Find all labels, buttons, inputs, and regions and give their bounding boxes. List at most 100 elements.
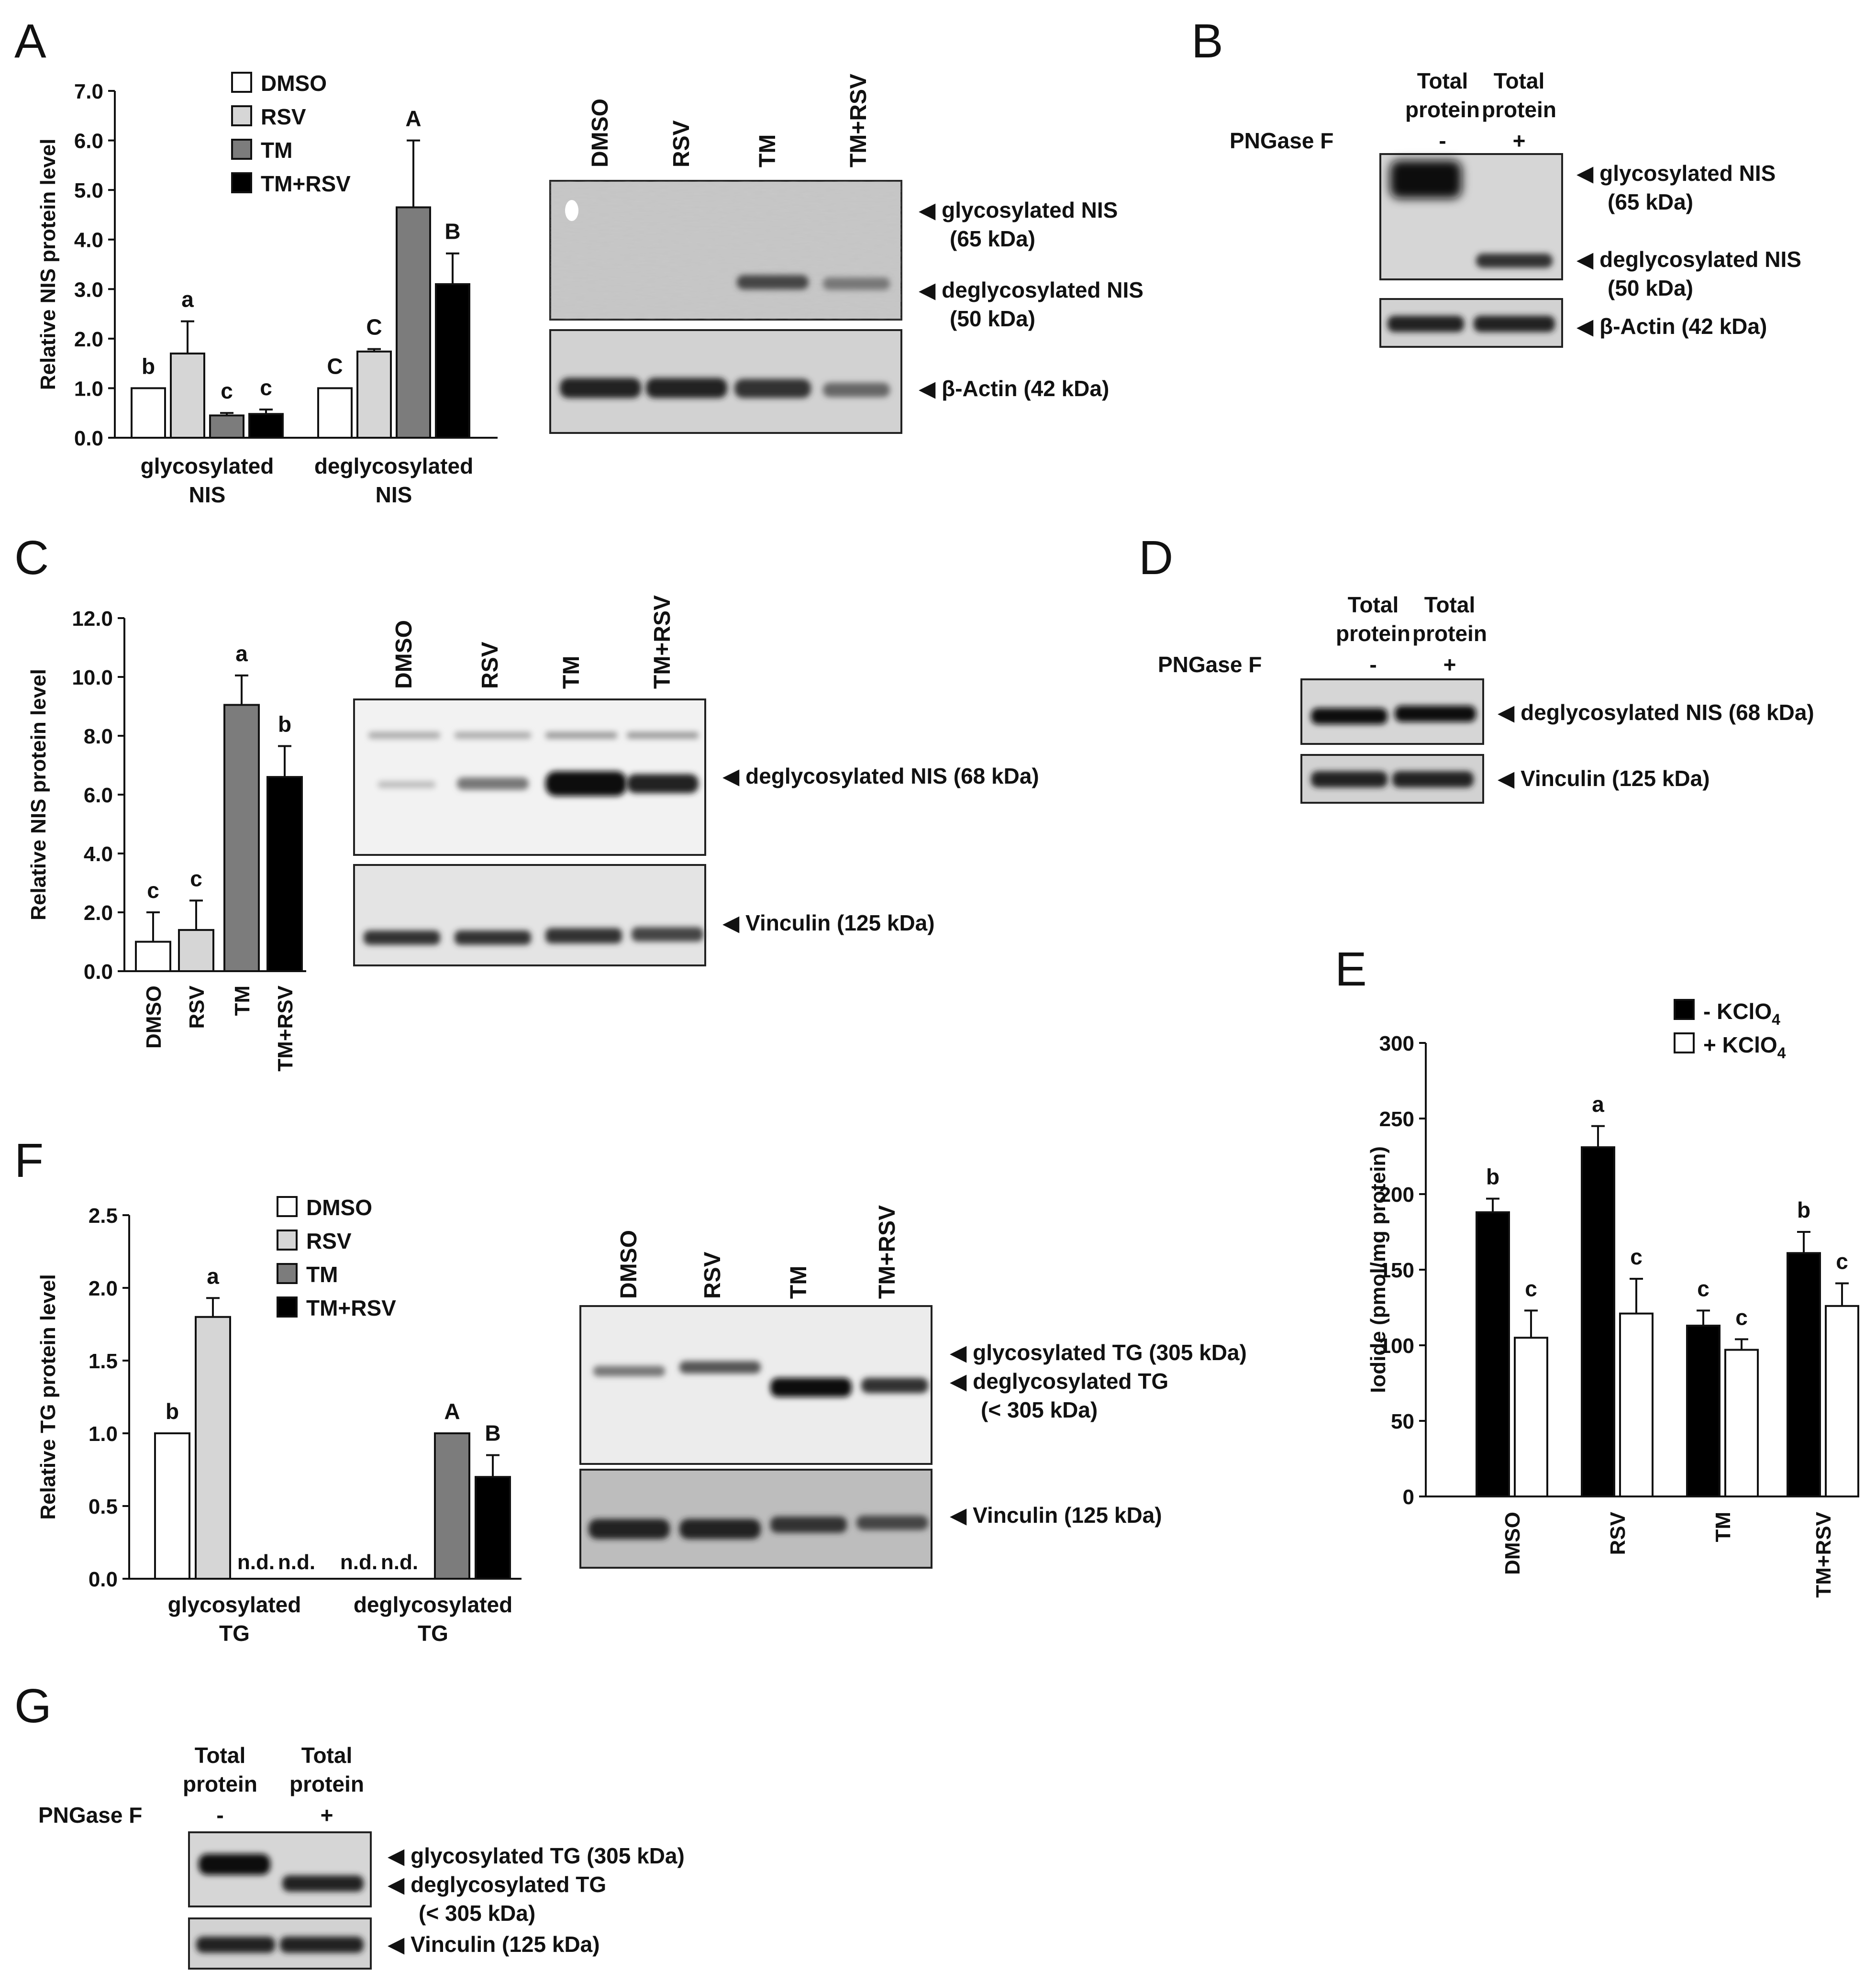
legend-label: + KClO4 [1703,1032,1786,1062]
blot-band [823,277,890,290]
y-tick-label: 4.0 [84,842,113,866]
blot-band [679,1361,761,1374]
y-tick-label: 6.0 [74,130,103,153]
blot-band [1474,316,1555,332]
significance-letter: A [405,106,421,131]
significance-letter: c [147,878,159,903]
blot-band [196,1937,275,1953]
lane-label-rsv: RSV [700,1252,725,1299]
x-tick-label: TM [1711,1512,1735,1542]
panel-label-f: F [14,1134,44,1187]
y-axis-label: Relative TG protein level [36,1274,60,1520]
y-tick-label: 5.0 [74,179,103,202]
lane-label-dmso: DMSO [391,620,417,689]
legend-swatch [231,172,252,193]
treatment-label: PNGase F [1230,128,1333,153]
blot-band [770,1517,847,1533]
treatment-minus: - [216,1803,223,1828]
chart-f: 0.0 0.5 1.0 1.5 2.0 2.5 Relative TG protein le… [36,1195,522,1646]
y-tick-label: 2.5 [89,1204,118,1228]
y-tick-label: 200 [1379,1183,1414,1207]
y-axis-label: Iodide (pmol/mg protein) [1366,1146,1390,1393]
blot-d: Total protein Total protein PNGase F - +… [1158,592,1814,804]
y-tick-label: 4.0 [74,229,103,252]
group-label: NIS [189,482,226,507]
blot-texture [550,181,901,320]
group-label: TG [219,1621,250,1646]
lane-label: protein [183,1772,257,1796]
treatment-label: PNGase F [38,1803,142,1828]
panel-label-d: D [1139,531,1173,585]
bar [1825,1305,1859,1498]
band-label: ◀ deglycosylated NIS [1576,247,1801,272]
significance-letter: a [181,287,194,312]
significance-letter: a [207,1263,219,1288]
bar [195,1316,231,1580]
band-label: ◀ glycosylated NIS [919,198,1118,222]
band-label: ◀ deglycosylated NIS (68 kDa) [1498,700,1814,725]
lane-label-tm-rsv: TM+RSV [875,1205,900,1299]
legend-label: - KClO4 [1703,999,1780,1028]
blot-band [1392,771,1474,787]
x-tick-label: TM+RSV [1812,1511,1835,1597]
lane-label: protein [1405,97,1480,122]
blot-band [457,777,529,790]
bar [248,413,284,439]
panel-label-g: G [14,1679,52,1733]
group-label: deglycosylated [354,1592,512,1617]
significance-letter: c [221,378,233,403]
treatment-plus: + [1443,652,1456,677]
legend-swatch [277,1196,298,1217]
blot-band [368,732,440,739]
blot-band [770,1378,852,1397]
not-detected-label: n.d. [237,1551,275,1574]
band-label: ◀ glycosylated TG (305 kDa) [388,1843,685,1868]
lane-label-tm-rsv: TM+RSV [846,74,871,167]
lane-label: protein [1336,621,1410,646]
legend-swatch [1674,999,1695,1020]
x-tick-label: RSV [185,985,209,1029]
lane-label-rsv: RSV [669,120,694,167]
bar [396,206,431,439]
legend-swatch [277,1263,298,1284]
lane-label: Total [301,1743,352,1768]
x-tick-label: DMSO [142,986,166,1049]
significance-letter: C [327,354,343,378]
bar [223,704,260,973]
band-label: (50 kDa) [950,306,1035,331]
chart-e: 0 50 100 150 200 250 300 Iodide (pmol/mg protei… [1366,999,1859,1598]
blot-band [861,1378,928,1393]
bar [266,776,303,972]
bar [178,929,214,973]
blot-membrane [579,1469,932,1569]
blot-band [1311,708,1388,724]
x-tick-label: RSV [1606,1511,1630,1555]
bar [1476,1211,1510,1497]
y-tick-label: 1.0 [89,1422,118,1446]
blot-band [734,379,811,398]
treatment-minus: - [1439,128,1446,153]
significance-letter: c [190,866,202,891]
not-detected-label: n.d. [340,1551,377,1574]
blot-membrane [579,1305,932,1465]
y-tick-label: 2.0 [89,1277,118,1300]
y-tick-label: 12.0 [72,607,113,631]
panel-label-e: E [1335,942,1367,996]
lane-label: protein [1412,621,1487,646]
legend-label: TM+RSV [306,1296,396,1320]
y-tick-label: 0.0 [74,427,103,450]
band-label: ◀ glycosylated NIS [1576,161,1776,186]
blot-band [627,774,699,793]
blot-band [588,1519,670,1539]
legend-swatch [277,1230,298,1251]
band-label: ◀ Vinculin (125 kDa) [722,910,935,935]
y-tick-label: 10.0 [72,666,113,689]
band-label: (< 305 kDa) [419,1901,535,1926]
y-axis-label: Relative NIS protein level [27,669,50,920]
group-label: glycosylated [141,454,274,478]
blot-band [455,931,531,945]
y-tick-label: 50 [1391,1410,1414,1433]
band-label: (< 305 kDa) [981,1397,1098,1422]
blot-band [646,378,727,398]
